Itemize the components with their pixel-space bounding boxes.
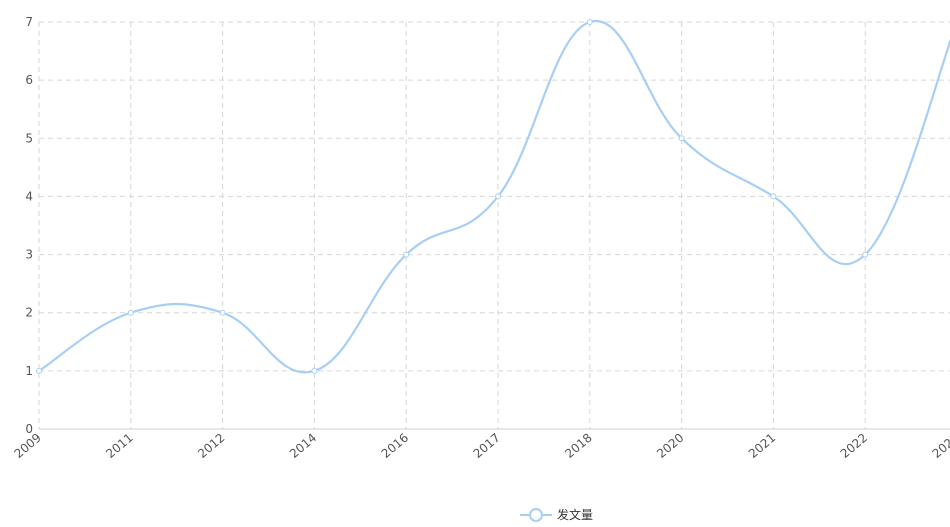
data-point[interactable] — [495, 193, 501, 200]
y-tick-label: 2 — [25, 306, 33, 320]
x-tick-label: 2022 — [838, 431, 870, 461]
y-grid-lines — [39, 21, 950, 372]
series-group — [36, 19, 950, 374]
legend[interactable]: 发文量 — [520, 507, 593, 522]
x-tick-label: 2012 — [195, 431, 227, 461]
legend-label: 发文量 — [557, 507, 593, 522]
y-tick-label: 1 — [25, 364, 33, 378]
x-tick-label: 2016 — [379, 431, 411, 461]
x-tick-label: 2017 — [471, 431, 503, 461]
y-tick-label: 7 — [25, 15, 33, 29]
data-point[interactable] — [127, 309, 134, 316]
x-tick-label: 2021 — [746, 431, 778, 461]
data-point[interactable] — [770, 193, 777, 200]
y-tick-label: 6 — [25, 73, 33, 87]
x-tick-label: 2023 — [930, 431, 950, 461]
x-tick-label: 2018 — [562, 431, 594, 461]
data-point[interactable] — [862, 251, 869, 258]
x-tick-label: 2011 — [103, 431, 135, 461]
data-point[interactable] — [678, 135, 685, 142]
x-grid-lines — [38, 22, 866, 429]
legend-marker-icon — [529, 508, 543, 522]
data-point[interactable] — [311, 367, 318, 374]
data-point[interactable] — [219, 309, 226, 316]
y-axis-tick-labels: 0 1 2 3 4 5 6 7 — [25, 15, 33, 436]
data-point[interactable] — [586, 19, 593, 25]
data-point[interactable] — [403, 251, 410, 258]
x-tick-label: 2014 — [287, 431, 319, 461]
x-axis-tick-labels: 2009 2011 2012 2014 2016 2017 2018 2020 2021 2022… — [12, 431, 950, 461]
y-tick-label: 5 — [25, 131, 33, 145]
y-tick-label: 4 — [25, 189, 33, 203]
x-tick-label: 2020 — [654, 431, 686, 461]
y-tick-label: 3 — [25, 248, 33, 262]
y-tick-label: 0 — [25, 422, 33, 436]
data-point[interactable] — [36, 367, 42, 374]
